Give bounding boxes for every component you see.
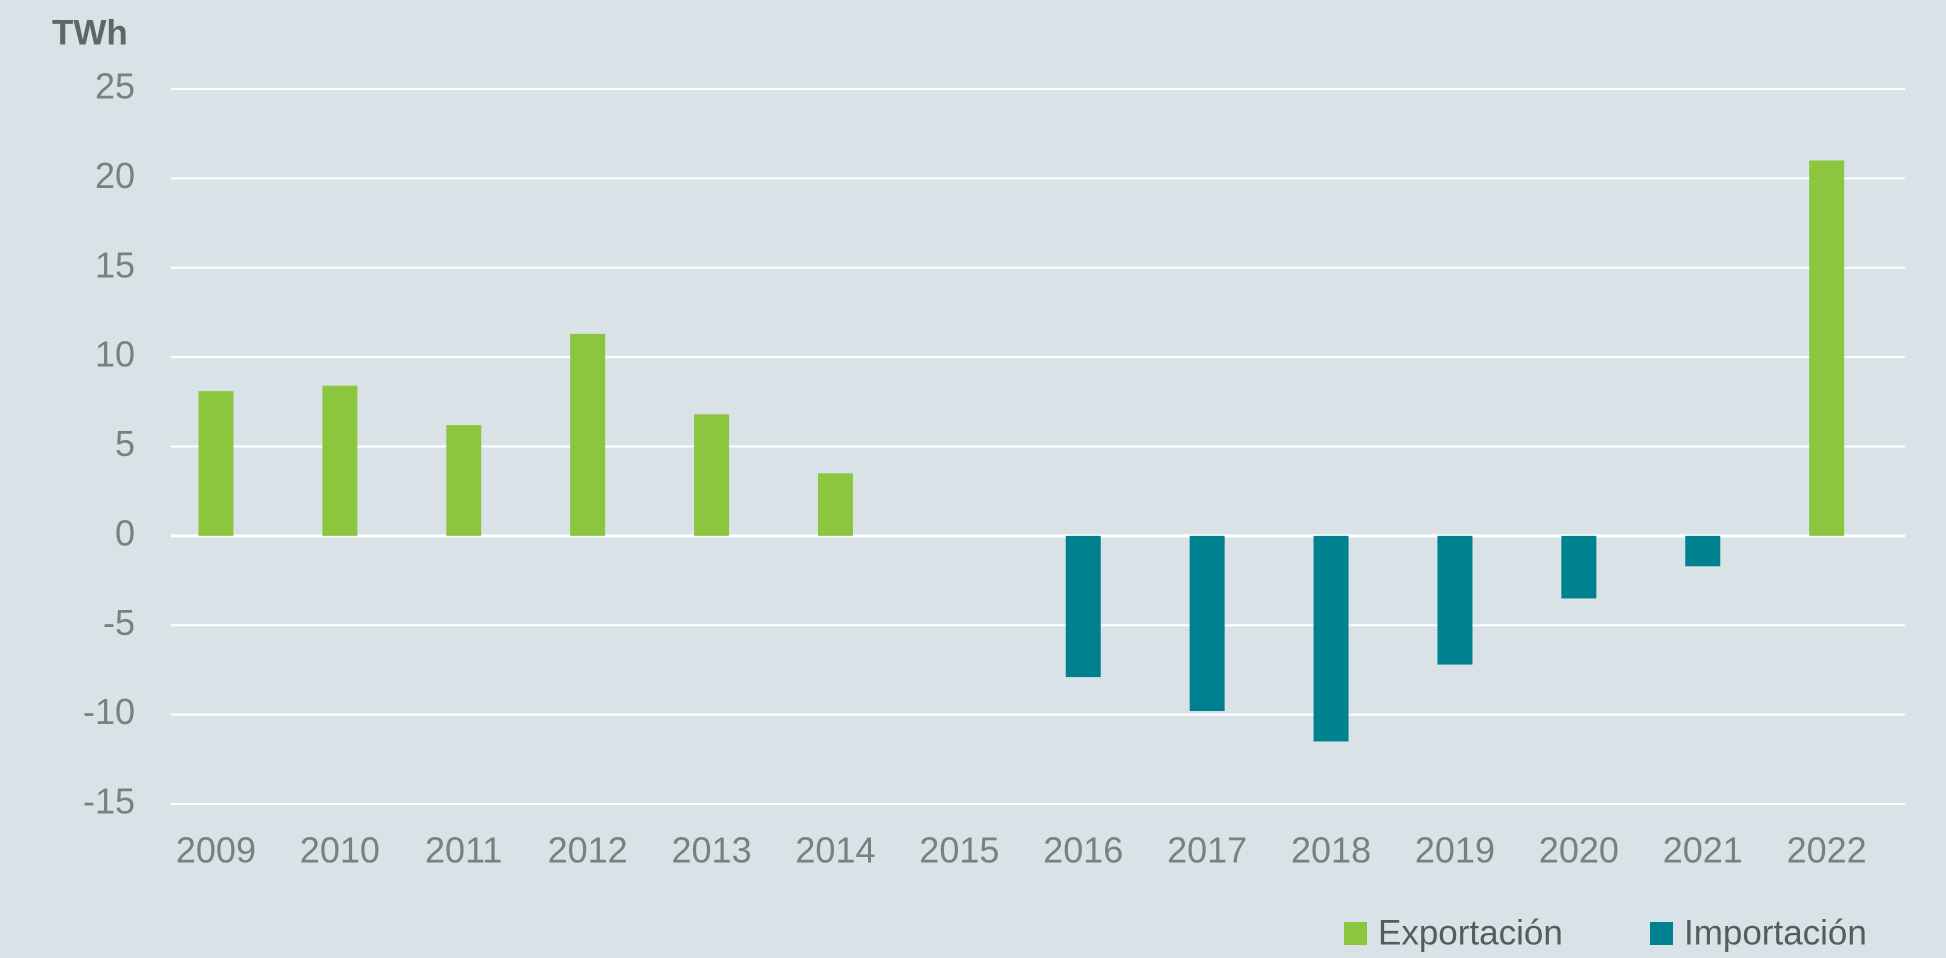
- y-tick-label: 5: [115, 423, 135, 464]
- x-tick-label: 2013: [672, 830, 752, 871]
- legend-label: Importación: [1684, 913, 1867, 952]
- y-tick-label: 0: [115, 512, 135, 553]
- x-tick-label: 2010: [300, 830, 380, 871]
- legend-swatch: [1650, 922, 1673, 945]
- x-tick-label: 2012: [548, 830, 628, 871]
- bar: [1685, 535, 1721, 567]
- bar: [1561, 535, 1597, 599]
- bar: [1189, 535, 1225, 712]
- bar: [1065, 535, 1101, 678]
- x-tick-label: 2022: [1787, 830, 1867, 871]
- legend-label: Exportación: [1378, 913, 1563, 952]
- bar: [570, 333, 606, 536]
- x-tick-label: 2016: [1043, 830, 1123, 871]
- y-axis-label: TWh: [52, 13, 128, 52]
- y-tick-label: -5: [103, 602, 135, 643]
- y-tick-label: 25: [95, 66, 135, 107]
- x-tick-label: 2021: [1663, 830, 1743, 871]
- bar: [1809, 160, 1845, 536]
- x-tick-label: 2015: [919, 830, 999, 871]
- x-tick-label: 2020: [1539, 830, 1619, 871]
- x-tick-label: 2014: [795, 830, 875, 871]
- x-tick-label: 2019: [1415, 830, 1495, 871]
- x-tick-label: 2011: [425, 830, 502, 871]
- x-tick-label: 2017: [1167, 830, 1247, 871]
- y-tick-label: 15: [95, 244, 135, 285]
- bar: [1313, 535, 1349, 742]
- bar: [322, 385, 358, 536]
- y-tick-label: 10: [95, 334, 135, 375]
- bar: [694, 414, 730, 536]
- x-tick-label: 2009: [176, 830, 256, 871]
- bar: [198, 391, 234, 536]
- bar: [446, 425, 482, 536]
- bar: [1437, 535, 1473, 665]
- y-tick-label: -10: [83, 691, 135, 732]
- y-tick-label: 20: [95, 155, 135, 196]
- bar: [817, 473, 853, 536]
- x-tick-label: 2018: [1291, 830, 1371, 871]
- y-tick-label: -15: [83, 781, 135, 822]
- legend-swatch: [1344, 922, 1367, 945]
